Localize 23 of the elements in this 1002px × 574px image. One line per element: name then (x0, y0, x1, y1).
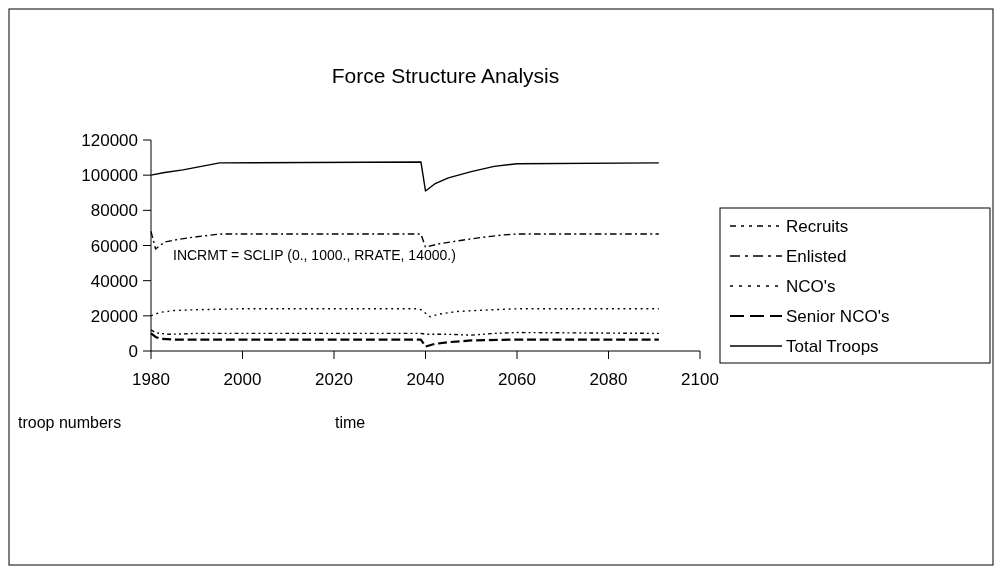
x-tick-label: 2080 (589, 370, 628, 389)
x-tick-label: 2040 (406, 370, 445, 389)
legend-label: Recruits (786, 217, 849, 236)
x-tick-label: 2020 (315, 370, 353, 389)
x-axis-title: time (335, 414, 366, 431)
y-tick-label: 60000 (90, 236, 138, 256)
legend-label: Enlisted (786, 247, 847, 266)
x-tick-label: 1980 (132, 370, 170, 389)
y-tick-label: 20000 (90, 306, 138, 326)
legend-label: Senior NCO's (786, 307, 890, 326)
annotation: INCRMT = SCLIP (0., 1000., RRATE, 14000.) (173, 247, 456, 263)
y-tick-label: 80000 (90, 201, 138, 221)
legend-label: Total Troops (786, 337, 879, 356)
x-tick-label: 2000 (223, 370, 262, 389)
y-tick-label: 40000 (90, 271, 138, 291)
chart-title: Force Structure Analysis (331, 64, 560, 87)
y-tick-label: 100000 (81, 166, 138, 186)
x-tick-label: 2100 (681, 370, 719, 389)
y-tick-label: 120000 (81, 131, 138, 150)
x-tick-label: 2060 (498, 370, 536, 389)
y-axis-title: troop numbers (18, 414, 122, 431)
y-tick-label: 0 (128, 342, 138, 361)
legend-label: NCO's (786, 277, 836, 296)
